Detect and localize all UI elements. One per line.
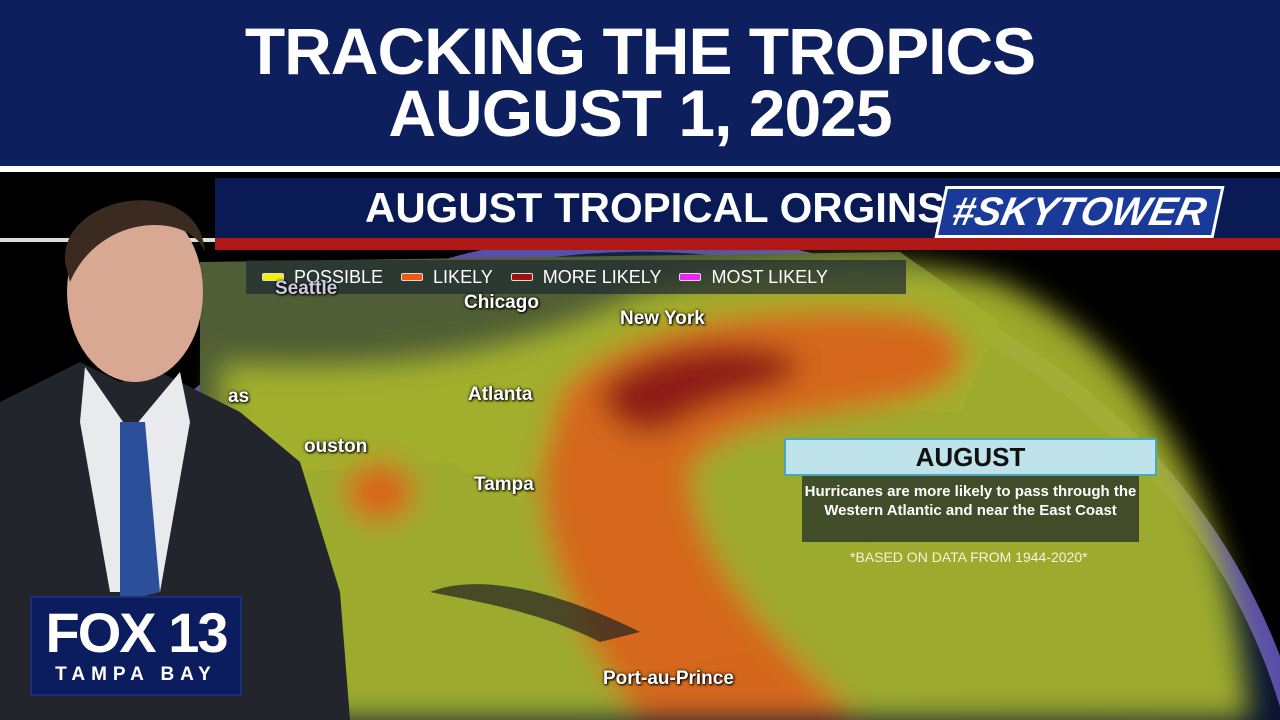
legend-swatch: [679, 273, 702, 281]
legend-label: MOST LIKELY: [711, 266, 828, 287]
info-body: Hurricanes are more likely to pass throu…: [802, 476, 1139, 542]
legend-label: MORE LIKELY: [542, 266, 662, 287]
legend: POSSIBLE LIKELY MORE LIKELY MOST LIKELY: [246, 260, 906, 294]
city-dallas: as: [228, 386, 250, 407]
zone-possible: [220, 263, 1250, 720]
logo-name: FOX 13: [45, 601, 229, 664]
legend-item-likely: LIKELY: [401, 267, 493, 288]
divider: [0, 166, 1280, 172]
presenter-tie: [120, 422, 160, 602]
city-new-york: New York: [620, 308, 705, 329]
weather-scene: AUGUST TROPICAL ORGINS #SKYTOWER POSSIBL…: [0, 172, 1280, 720]
zone-likely-gulf: [345, 462, 415, 522]
presenter-hair: [64, 200, 205, 282]
headline-line2: AUGUST 1, 2025: [388, 76, 892, 150]
skytower-logo: #SKYTOWER: [934, 186, 1225, 238]
info-heading: AUGUST: [784, 438, 1157, 476]
logo-sub: TAMPA BAY: [55, 664, 217, 685]
city-seattle: Seattle: [275, 278, 338, 299]
legend-item-most-likely: MOST LIKELY: [679, 266, 828, 288]
legend-item-more-likely: MORE LIKELY: [510, 266, 662, 288]
city-atlanta: Atlanta: [468, 384, 533, 405]
city-chicago: Chicago: [464, 292, 539, 313]
presenter-face: [67, 202, 203, 382]
city-houston: ouston: [304, 436, 368, 457]
legend-swatch: [262, 273, 284, 281]
legend-label: POSSIBLE: [294, 266, 384, 287]
banner-title: AUGUST TROPICAL ORGINS: [365, 184, 946, 231]
zone-more-likely: [600, 345, 800, 432]
legend-swatch: [510, 273, 533, 281]
city-port-au-prince: Port-au-Prince: [603, 668, 734, 689]
info-note: *BASED ON DATA FROM 1944-2020*: [850, 549, 1088, 565]
legend-swatch: [401, 273, 424, 281]
legend-label: LIKELY: [433, 266, 493, 287]
land-cuba: [430, 584, 640, 642]
headline: TRACKING THE TROPICS AUGUST 1, 2025: [0, 0, 1280, 166]
city-tampa: Tampa: [474, 474, 534, 495]
banner-stripe: [215, 238, 1280, 250]
legend-item-possible: POSSIBLE: [262, 267, 383, 288]
fox13-logo: FOX 13 TAMPA BAY: [30, 596, 242, 696]
headline-line1: TRACKING THE TROPICS: [244, 14, 1036, 88]
